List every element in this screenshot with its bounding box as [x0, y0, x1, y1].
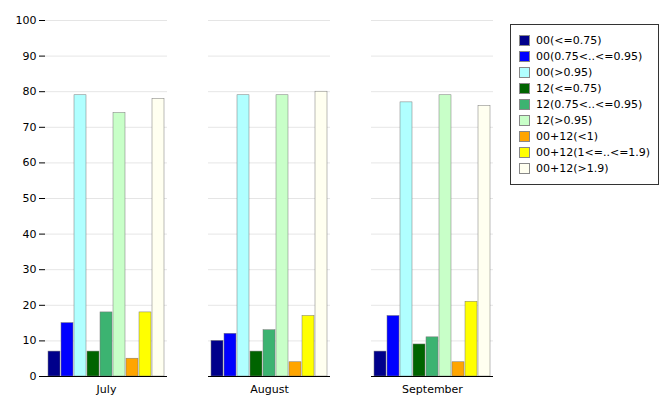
svg-text:0: 0	[30, 370, 37, 383]
svg-text:60: 60	[23, 156, 37, 169]
svg-text:August: August	[250, 383, 289, 396]
html-text:00+12(>1.9): 00+12(>1.9)	[536, 162, 609, 175]
svg-text:20: 20	[23, 299, 37, 312]
html-text:00(>0.95): 00(>0.95)	[536, 66, 593, 79]
html-text:12(<=0.75): 12(<=0.75)	[536, 82, 602, 95]
html-text:00+12(<1): 00+12(<1)	[536, 130, 598, 143]
svg-text:30: 30	[23, 263, 37, 276]
svg-text:70: 70	[23, 121, 37, 134]
svg-text:50: 50	[23, 192, 37, 205]
html-text:00(<=0.75): 00(<=0.75)	[536, 34, 602, 47]
svg-text:100: 100	[16, 14, 37, 27]
svg-text:July: July	[96, 383, 117, 396]
svg-text:September: September	[402, 383, 463, 396]
svg-text:80: 80	[23, 85, 37, 98]
html-text:00+12(1<=..<=1.9): 00+12(1<=..<=1.9)	[536, 146, 651, 159]
svg-text:10: 10	[23, 334, 37, 347]
svg-text:40: 40	[23, 228, 37, 241]
html-text:12(0.75<..<=0.95): 12(0.75<..<=0.95)	[536, 98, 643, 111]
svg-text:90: 90	[23, 50, 37, 63]
html-text:00(0.75<..<=0.95): 00(0.75<..<=0.95)	[536, 50, 643, 63]
html-text:12(>0.95): 12(>0.95)	[536, 114, 593, 127]
